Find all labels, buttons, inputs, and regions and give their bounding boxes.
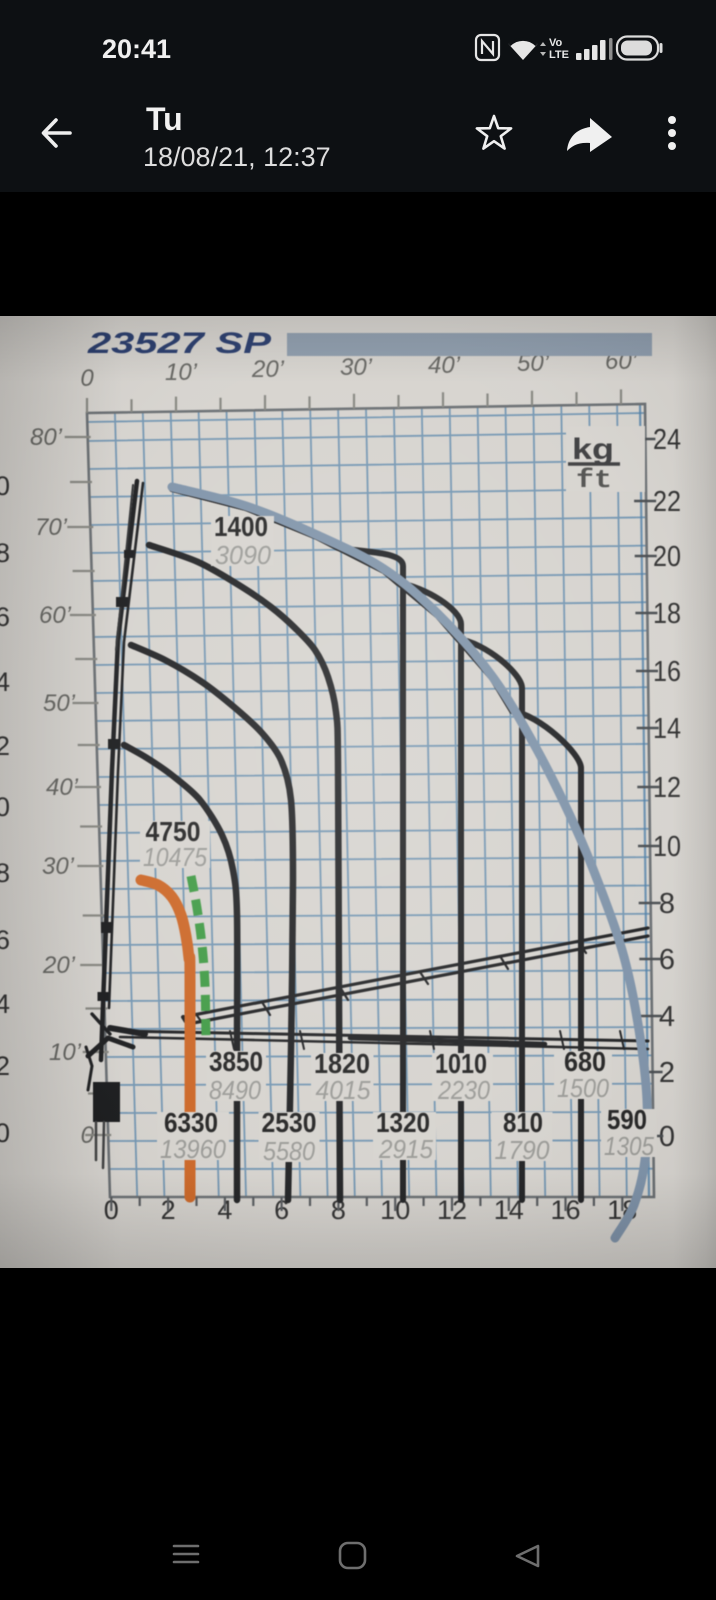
svg-text:LTE: LTE (549, 49, 569, 61)
svg-text:18/08/21, 12:37: 18/08/21, 12:37 (143, 142, 331, 172)
svg-text:Tu: Tu (146, 101, 183, 137)
svg-text:20:41: 20:41 (102, 34, 171, 64)
svg-text:Vo: Vo (549, 37, 563, 49)
